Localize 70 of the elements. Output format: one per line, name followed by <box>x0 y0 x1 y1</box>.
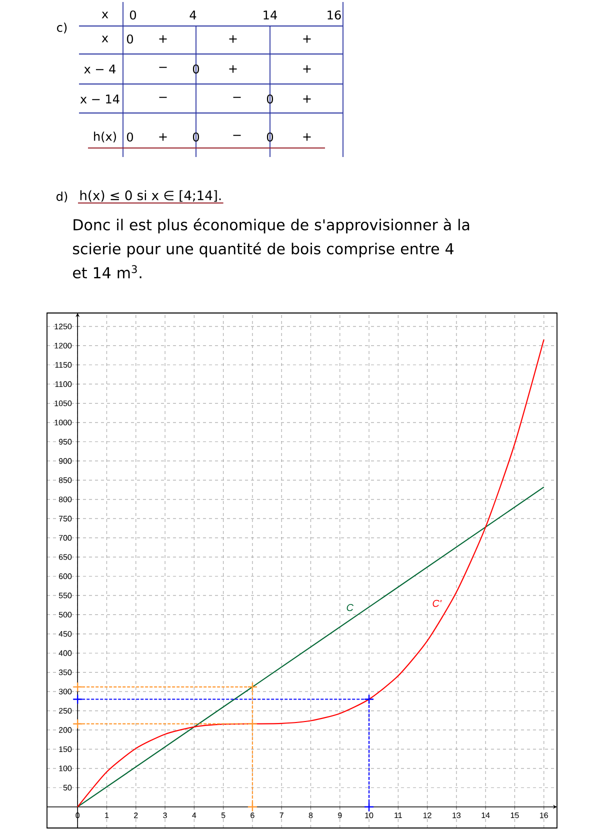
y-tick-label: 500 <box>58 612 72 618</box>
text: + <box>229 65 237 73</box>
y-tick-label: 1250 <box>54 324 72 330</box>
series-label: C <box>346 604 354 612</box>
x-tick-label: 5 <box>221 812 226 818</box>
y-tick-label: 600 <box>58 573 72 580</box>
y-tick-label: 150 <box>59 746 72 752</box>
text: x <box>102 36 108 42</box>
x-tick-label: 14 <box>482 812 490 818</box>
text: Donc il est plus économique de s'approvisionner à la scierie pour une quantité de bois comprise entre 4 et 14 m$^{3}$. <box>73 218 470 278</box>
y-tick-label: 1050 <box>54 400 72 406</box>
x-tick-label: 13 <box>452 812 461 818</box>
text: + <box>303 95 311 103</box>
y-tick-label: 450 <box>58 631 72 637</box>
text: x <box>102 12 108 18</box>
text: + <box>303 133 311 141</box>
y-tick-label: 1150 <box>55 362 72 368</box>
x-tick-label: 11 <box>394 812 402 818</box>
text: h(x) <box>94 132 116 142</box>
text: 4 <box>190 10 196 20</box>
text: − <box>233 134 241 136</box>
y-tick-label: 350 <box>58 670 72 676</box>
text: 0 <box>126 34 134 44</box>
x-tick-label: 2 <box>134 812 138 818</box>
y-tick-label: 50 <box>63 784 72 790</box>
text: 0 <box>130 10 136 20</box>
text: + <box>159 35 167 43</box>
text: 16 <box>328 10 341 20</box>
x-tick-label: 15 <box>510 812 519 818</box>
y-tick-label: 650 <box>58 554 72 560</box>
y-tick-label: 550 <box>58 592 72 598</box>
text: d) <box>56 192 68 202</box>
x-tick-label: 7 <box>280 812 284 818</box>
y-tick-label: 200 <box>58 727 72 733</box>
y-tick-label: 400 <box>58 650 72 656</box>
text: c) <box>57 22 67 34</box>
x-tick-label: 8 <box>308 812 313 818</box>
text: x − 4 <box>84 64 116 74</box>
x-tick-label: 1 <box>105 812 109 818</box>
y-tick-label: 250 <box>58 708 72 714</box>
x-tick-label: 4 <box>192 812 196 818</box>
text: + <box>229 35 237 43</box>
text: 14 <box>264 10 277 20</box>
x-tick-label: 6 <box>250 812 254 818</box>
text: − <box>233 96 241 98</box>
text: 0 <box>126 132 134 142</box>
text: + <box>159 133 167 141</box>
y-tick-label: 1100 <box>55 381 72 387</box>
x-tick-label: 9 <box>338 812 342 818</box>
y-tick-label: 950 <box>58 438 72 445</box>
text: h(x) ≤ 0 si x ∈ [4;14]. <box>80 190 221 202</box>
text: x − 14 <box>80 94 120 104</box>
y-tick-label: 100 <box>59 766 72 772</box>
x-tick-label: 12 <box>423 812 432 818</box>
y-tick-label: 300 <box>58 688 72 694</box>
x-tick-label: 3 <box>163 812 167 818</box>
y-tick-label: 1200 <box>54 342 72 348</box>
y-tick-label: 800 <box>58 496 72 502</box>
text: + <box>303 35 311 43</box>
text: − <box>159 66 167 68</box>
series-label: C' <box>432 600 442 607</box>
text: − <box>159 96 167 98</box>
text: + <box>303 65 311 73</box>
y-tick-label: 900 <box>58 458 72 464</box>
x-tick-label: 10 <box>365 812 374 818</box>
y-tick-label: 750 <box>58 516 72 522</box>
y-tick-label: 1000 <box>54 420 72 426</box>
x-tick-label: 16 <box>540 812 548 818</box>
y-tick-label: 850 <box>58 477 72 484</box>
y-tick-label: 700 <box>58 535 72 541</box>
